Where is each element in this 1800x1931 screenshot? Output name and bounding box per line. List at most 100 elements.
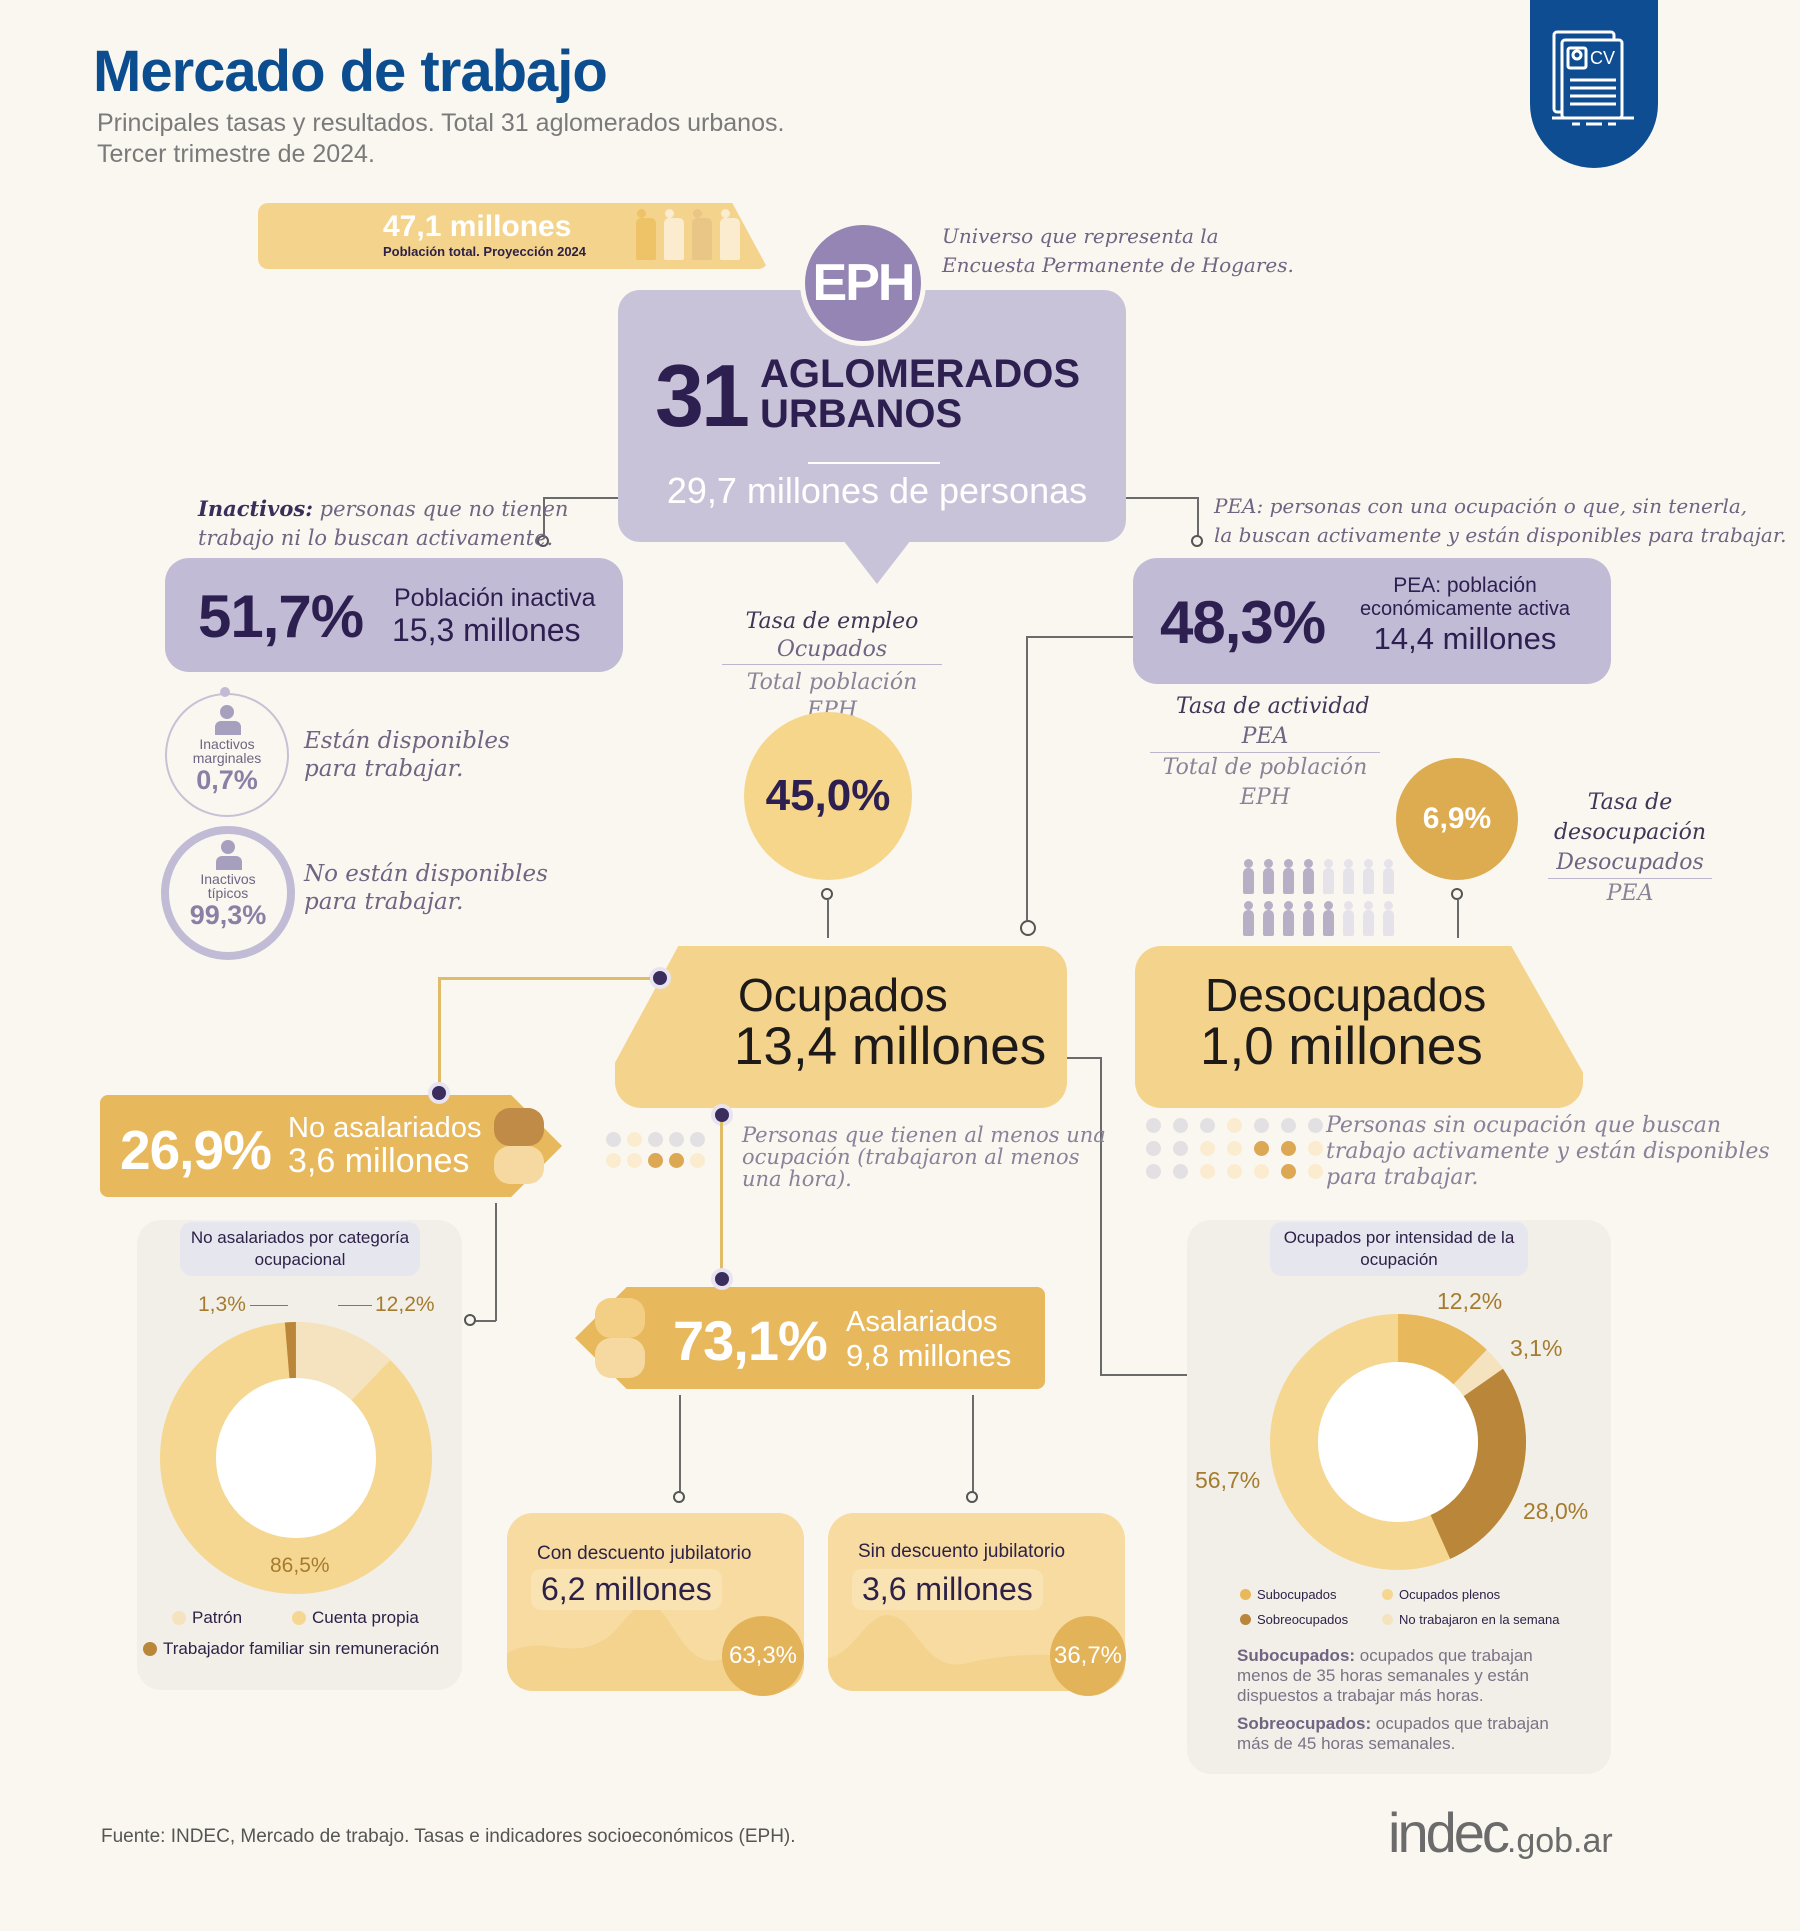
wave-decoration (828, 1615, 1125, 1691)
activity-rate-numerator: PEA (1150, 722, 1380, 753)
aglomerados-line-1: AGLOMERADOS (760, 352, 1080, 396)
legend-swatch (292, 1611, 306, 1625)
inactive-box (165, 558, 623, 672)
leader-line (338, 1305, 372, 1306)
pct-label: 12,2% (1437, 1288, 1503, 1314)
person-icon (1363, 901, 1374, 936)
employment-rate-formula: Tasa de empleo Ocupados Total población … (722, 608, 942, 725)
connector-line (543, 497, 545, 537)
connector-line (474, 1320, 496, 1322)
employment-rate-numerator: Ocupados (722, 636, 942, 665)
salaried-value: 9,8 millones (846, 1338, 1012, 1373)
salaried-label: Asalariados (846, 1306, 998, 1338)
without-pension-value: 3,6 millones (852, 1569, 1043, 1610)
legend-item: Cuenta propia (292, 1608, 419, 1628)
legend-swatch (1240, 1589, 1251, 1600)
typical-label-2: típicos (207, 885, 249, 901)
people-icon-group (636, 209, 740, 260)
employed-desc-3: una hora). (742, 1167, 852, 1191)
person-icon (692, 209, 712, 260)
ring-marker (220, 687, 230, 697)
connector-line (495, 1203, 497, 1321)
legend-label: Sobreocupados (1257, 1612, 1349, 1627)
definition-text: ocupados que trabajan más de 45 horas se… (1237, 1714, 1549, 1753)
pea-label-2: económicamente activa (1359, 598, 1571, 620)
connector-line (827, 900, 829, 938)
person-icon (1323, 859, 1334, 894)
marginal-desc: Están disponibles para trabajar. (304, 727, 510, 783)
connector-dot (428, 1082, 450, 1104)
pct-label: 86,5% (270, 1554, 330, 1577)
marginal-content: Inactivos marginales 0,7% (165, 705, 289, 796)
typical-ring (161, 826, 295, 960)
aglomerados-line-2: URBANOS (760, 392, 963, 436)
person-icon (215, 705, 241, 735)
person-icon (1303, 901, 1314, 936)
inactive-value: 15,3 millones (392, 612, 581, 648)
definition-term: Sobreocupados: (1237, 1714, 1372, 1733)
connector-line (1100, 1057, 1102, 1375)
cv-badge: CV (1530, 0, 1658, 168)
connector-node (464, 1314, 476, 1326)
typical-pct: 99,3% (189, 900, 267, 930)
person-icon (664, 209, 684, 260)
connector-line (972, 1395, 974, 1495)
person-icon (1383, 901, 1394, 936)
chart-title-text: Ocupados por intensidad de la ocupación (1283, 1228, 1515, 1269)
pea-def-line-1: PEA: personas con una ocupación o que, s… (1214, 494, 1748, 518)
activity-rate: Tasa de actividad PEA Total de población… (1150, 692, 1380, 813)
activity-rate-title: Tasa de actividad (1176, 694, 1370, 719)
person-icon (1343, 901, 1354, 936)
subtitle-line-1: Principales tasas y resultados. Total 31… (97, 109, 785, 137)
inactive-def-text: personas que no tienen (312, 497, 569, 521)
unemployed-desc-3: para trabajar. (1326, 1165, 1479, 1190)
connector-line (543, 497, 618, 499)
pct-label: 12,2% (375, 1293, 435, 1316)
inactive-def-line-2: trabajo ni lo buscan activamente. (198, 526, 554, 550)
unemployed-value: 1,0 millones (1200, 1017, 1483, 1076)
employment-rate-circle: 45,0% (744, 712, 912, 880)
employed-box (615, 946, 1067, 1108)
eph-note: Universo que representa la Encuesta Perm… (942, 222, 1294, 280)
connector-line (1100, 1374, 1196, 1376)
aglomerados-count: 31 (655, 346, 750, 445)
inactive-definition: Inactivos: personas que no tienen trabaj… (198, 494, 568, 553)
legend-item: Trabajador familiar sin remuneración (143, 1639, 439, 1659)
unemployment-rate-denominator: PEA (1606, 881, 1654, 906)
source-note: Fuente: INDEC, Mercado de trabajo. Tasas… (101, 1826, 796, 1847)
legend-label: Cuenta propia (312, 1608, 419, 1627)
legend-swatch (172, 1611, 186, 1625)
salaried-pct: 73,1% (673, 1309, 828, 1372)
pea-def-line-2: la buscan activamente y están disponible… (1214, 523, 1787, 547)
definition-text: ocupados que trabajan menos de 35 horas … (1237, 1646, 1533, 1705)
connector-dot (649, 967, 671, 989)
indec-logo[interactable]: indec.gob.ar (1388, 1800, 1613, 1865)
employed-desc-2: ocupación (trabajaron al menos (742, 1145, 1080, 1169)
person-icon (1283, 859, 1294, 894)
with-pension-label: Con descuento jubilatorio (537, 1543, 752, 1564)
connector-line (440, 977, 650, 980)
pct-label: 1,3% (198, 1293, 246, 1316)
connector-node (1020, 920, 1036, 936)
unemployed-label: Desocupados (1205, 969, 1487, 1021)
non-salaried-pct: 26,9% (120, 1119, 272, 1181)
connector-line (1026, 636, 1028, 920)
unemployment-rate-numerator: Desocupados (1548, 848, 1712, 879)
population-value: 47,1 millones (383, 210, 572, 243)
legend-item: Patrón (172, 1608, 242, 1628)
person-icon (1363, 859, 1374, 894)
connector-line (1026, 636, 1133, 638)
marginal-pct: 0,7% (196, 765, 258, 795)
legend-item: No trabajaron en la semana (1382, 1612, 1559, 1627)
legend-label: Trabajador familiar sin remuneración (163, 1639, 440, 1658)
pea-pct: 48,3% (1160, 589, 1326, 656)
typical-desc: No están disponibles para trabajar. (304, 860, 548, 916)
definitions: Subocupados: ocupados que trabajan menos… (1237, 1646, 1582, 1754)
eph-note-line-2: Encuesta Permanente de Hogares. (942, 253, 1294, 277)
employed-value: 13,4 millones (734, 1017, 1047, 1076)
inactive-label: Población inactiva (394, 584, 596, 612)
connector-dot (711, 1268, 733, 1290)
unemployment-rate-title: Tasa de desocupación (1553, 790, 1707, 845)
pea-box (1133, 558, 1611, 684)
connector-line (1197, 497, 1199, 537)
